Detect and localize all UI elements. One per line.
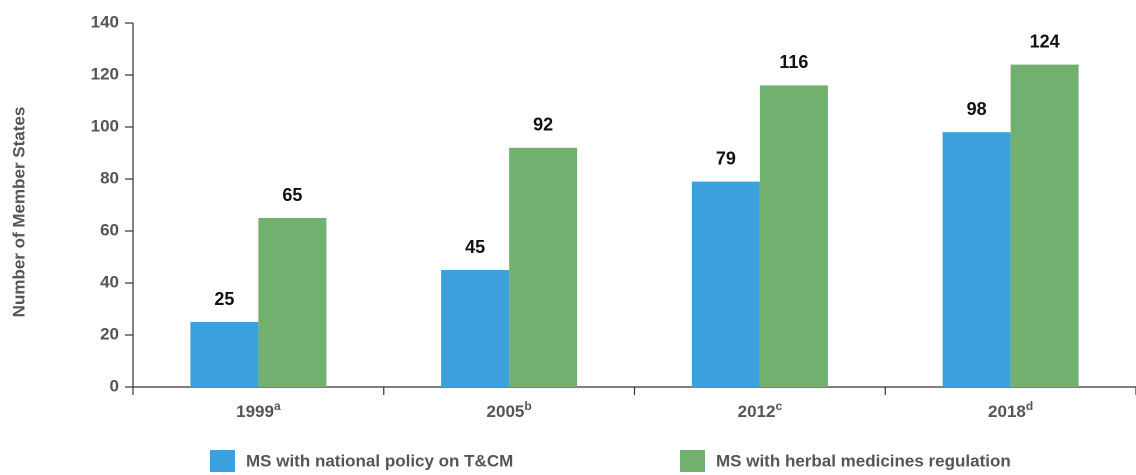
y-tick-label: 80 xyxy=(100,168,119,187)
category-note: d xyxy=(1026,399,1033,413)
value-label: 116 xyxy=(779,52,808,72)
x-tick-label: 1999a xyxy=(236,399,281,421)
y-axis-label: Number of Member States xyxy=(9,107,28,318)
category-note: b xyxy=(524,399,531,413)
bar xyxy=(1010,64,1079,387)
category-note: c xyxy=(775,399,782,413)
x-tick-label: 2018d xyxy=(988,399,1033,421)
x-tick-label: 2012c xyxy=(738,399,783,421)
y-tick-label: 40 xyxy=(100,272,119,291)
legend-label: MS with national policy on T&CM xyxy=(246,451,513,470)
bar xyxy=(258,218,327,387)
value-label: 92 xyxy=(533,115,553,135)
value-label: 45 xyxy=(465,237,485,257)
value-label: 25 xyxy=(214,289,234,309)
category: 1999 xyxy=(236,402,274,421)
bar xyxy=(759,85,828,388)
y-tick-label: 0 xyxy=(110,376,119,395)
category: 2018 xyxy=(988,402,1026,421)
category: 2012 xyxy=(738,402,776,421)
category: 2005 xyxy=(487,402,525,421)
bar xyxy=(691,181,760,387)
value-label: 65 xyxy=(282,185,302,205)
category-note: a xyxy=(274,399,281,413)
bar xyxy=(190,322,259,387)
x-tick-label: 2005b xyxy=(487,399,532,421)
value-label: 124 xyxy=(1030,31,1060,51)
bar xyxy=(942,132,1011,387)
legend-swatch xyxy=(680,450,705,472)
y-tick-label: 100 xyxy=(91,116,119,135)
bar xyxy=(441,270,510,387)
y-tick-label: 60 xyxy=(100,220,119,239)
legend-label: MS with herbal medicines regulation xyxy=(716,451,1011,470)
value-label: 98 xyxy=(967,99,987,119)
legend-swatch xyxy=(210,450,235,472)
y-tick-label: 140 xyxy=(91,12,119,31)
y-tick-label: 120 xyxy=(91,64,119,83)
y-tick-label: 20 xyxy=(100,324,119,343)
bar xyxy=(509,147,578,387)
value-label: 79 xyxy=(716,148,736,168)
